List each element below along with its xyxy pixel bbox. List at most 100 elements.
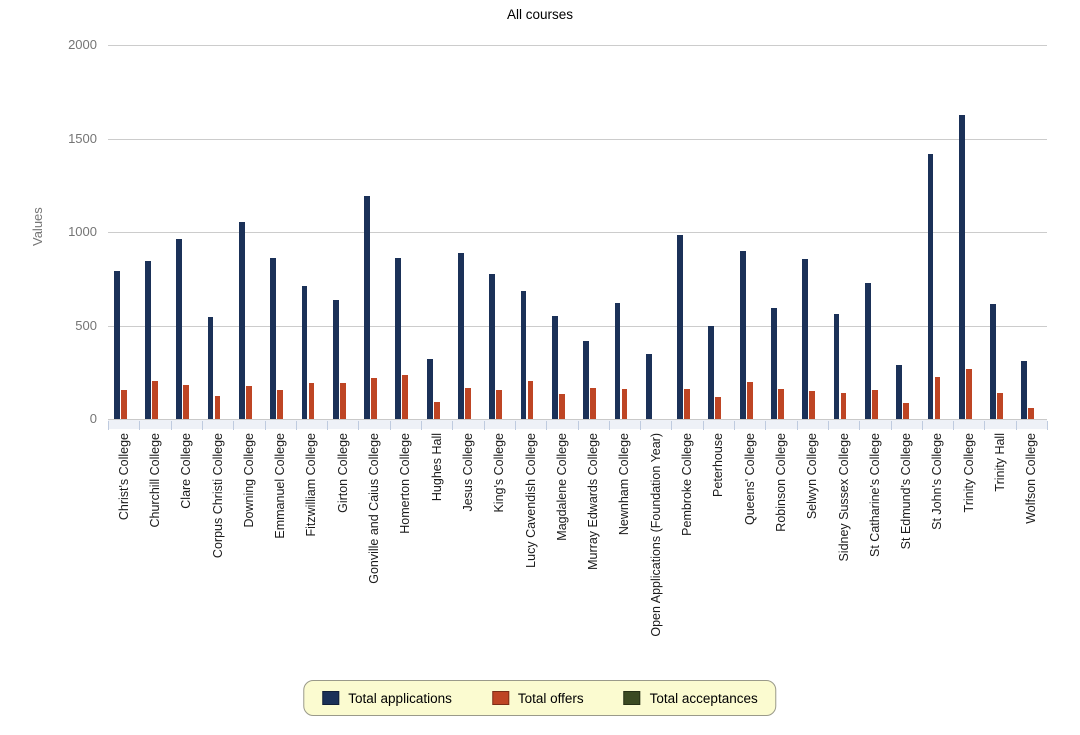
axis-tick: [201, 421, 203, 430]
axis-tick: [608, 421, 610, 430]
x-tick-label-text: Clare College: [179, 433, 194, 509]
bar-total-offers: [997, 392, 1003, 419]
x-tick-label-text: Gonville and Caius College: [367, 433, 382, 584]
bar-total-offers: [214, 395, 221, 419]
bar-total-applications: [1021, 361, 1028, 419]
legend-item: Total offers: [491, 690, 584, 706]
bar-total-applications: [458, 252, 464, 419]
bar-total-applications: [270, 258, 277, 419]
axis-tick: [139, 421, 141, 430]
axis-tick: [295, 421, 297, 430]
bar-total-offers: [465, 388, 471, 419]
bar-total-applications: [332, 300, 339, 419]
x-tick-label: Magdalene College: [555, 433, 569, 541]
x-tick-label-text: Corpus Christi College: [210, 433, 225, 559]
x-tick-label-text: Murray Edwards College: [586, 433, 601, 570]
bar-total-applications: [207, 317, 214, 419]
axis-tick: [452, 421, 454, 430]
axis-tick: [108, 421, 109, 430]
bar-total-applications: [927, 154, 934, 419]
x-tick-label: Churchill College: [148, 433, 162, 528]
chart-title: All courses: [506, 7, 574, 22]
bar-total-offers: [496, 390, 503, 419]
bar-total-offers: [120, 390, 127, 419]
plot-area: [108, 45, 1047, 420]
axis-tick: [389, 421, 391, 430]
legend: Total applications Total offers Total acce…: [303, 680, 777, 716]
axis-tick: [984, 421, 986, 430]
bar-total-offers: [245, 386, 252, 419]
bar-total-offers: [840, 392, 847, 419]
x-tick-label: St Catharine's College: [868, 433, 882, 557]
axis-tick: [1047, 421, 1048, 430]
axis-tick: [358, 421, 360, 430]
bar-total-offers: [871, 390, 878, 419]
x-tick-label-text: Emmanuel College: [273, 433, 288, 539]
y-tick-label: 2000: [68, 37, 97, 52]
x-tick-label: Jesus College: [461, 433, 475, 512]
x-tick-label: Wolfson College: [1024, 433, 1038, 524]
x-tick-label: Open Applications (Foundation Year): [649, 433, 663, 637]
axis-tick: [796, 421, 798, 430]
axis-tick: [640, 421, 642, 430]
bar-total-applications: [145, 260, 151, 419]
x-tick-label-text: Homerton College: [398, 433, 413, 534]
x-tick-label-text: St Edmund's College: [899, 433, 914, 550]
axis-tick: [421, 421, 422, 430]
x-tick-label-text: Magdalene College: [554, 433, 569, 541]
bar-total-offers: [965, 368, 972, 419]
bar-total-applications: [551, 316, 558, 419]
bar-total-offers: [934, 376, 941, 419]
axis-tick: [233, 421, 235, 430]
bar-total-offers: [558, 393, 565, 419]
axis-tick: [921, 421, 923, 430]
bar-total-offers: [339, 383, 346, 419]
x-tick-label: Gonville and Caius College: [367, 433, 381, 584]
bar-total-applications: [958, 115, 965, 419]
bar-total-applications: [583, 341, 590, 419]
x-tick-label-text: Girton College: [335, 433, 350, 513]
x-tick-label: St Edmund's College: [899, 433, 913, 549]
x-tick-label-text: Pembroke College: [680, 433, 695, 536]
axis-tick: [264, 421, 266, 430]
x-tick-label: Newnham College: [617, 433, 631, 535]
axis-tick: [702, 421, 704, 430]
x-tick-label-text: Christ's College: [116, 433, 131, 521]
x-tick-label-text: Wolfson College: [1024, 433, 1039, 524]
bar-total-offers: [308, 383, 315, 419]
bar-total-applications: [645, 354, 652, 419]
x-tick-label-text: St John's College: [930, 433, 945, 530]
x-tick-label-text: Queens' College: [742, 433, 757, 526]
axis-tick: [577, 421, 579, 430]
gridline: [108, 325, 1047, 327]
x-tick-label-text: Newnham College: [617, 433, 632, 536]
x-axis-band: [108, 419, 1048, 430]
bar-total-offers: [809, 390, 816, 419]
x-tick-label: Hughes Hall: [430, 433, 444, 501]
legend-item-label: Total applications: [348, 690, 452, 706]
legend-swatch: [623, 691, 641, 705]
x-tick-label-text: Peterhouse: [711, 433, 726, 497]
axis-tick: [514, 421, 516, 430]
bar-total-applications: [238, 221, 245, 419]
bar-total-offers: [778, 389, 784, 419]
bar-total-applications: [489, 274, 496, 419]
legend-item-label: Total offers: [517, 690, 584, 706]
bar-total-offers: [590, 388, 597, 419]
axis-tick: [671, 421, 673, 430]
bar-total-applications: [708, 325, 715, 419]
x-tick-label: Selwyn College: [805, 433, 819, 519]
x-tick-label: Fitzwilliam College: [304, 433, 318, 537]
bar-total-applications: [520, 290, 527, 419]
bar-total-offers: [527, 380, 534, 419]
bar-total-offers: [715, 397, 722, 419]
x-tick-label: Girton College: [336, 433, 350, 513]
x-tick-label: King's College: [492, 433, 506, 513]
axis-tick: [546, 421, 548, 430]
gridline: [108, 138, 1047, 140]
bar-total-offers: [371, 377, 377, 419]
x-tick-label-text: Lucy Cavendish College: [523, 433, 538, 568]
x-tick-label-text: King's College: [492, 433, 507, 513]
bar-total-offers: [746, 381, 753, 419]
bar-total-offers: [152, 380, 158, 419]
